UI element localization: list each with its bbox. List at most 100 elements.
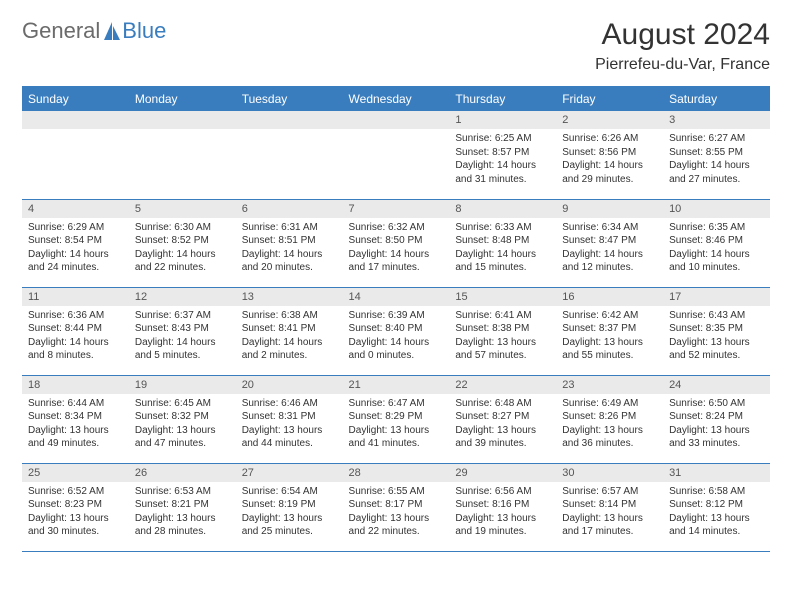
day-number: 10 <box>663 200 770 218</box>
calendar-header-row: SundayMondayTuesdayWednesdayThursdayFrid… <box>22 87 770 112</box>
weekday-header: Saturday <box>663 87 770 112</box>
weekday-header: Thursday <box>449 87 556 112</box>
day-number: 29 <box>449 464 556 482</box>
day-content <box>129 129 236 135</box>
day-number <box>236 111 343 129</box>
day-number: 24 <box>663 376 770 394</box>
calendar-day-cell: 30Sunrise: 6:57 AMSunset: 8:14 PMDayligh… <box>556 463 663 551</box>
day-content: Sunrise: 6:26 AMSunset: 8:56 PMDaylight:… <box>556 129 663 189</box>
day-content: Sunrise: 6:32 AMSunset: 8:50 PMDaylight:… <box>343 218 450 278</box>
calendar-week-row: 11Sunrise: 6:36 AMSunset: 8:44 PMDayligh… <box>22 287 770 375</box>
day-number <box>343 111 450 129</box>
calendar-day-cell: 12Sunrise: 6:37 AMSunset: 8:43 PMDayligh… <box>129 287 236 375</box>
calendar-day-cell: 9Sunrise: 6:34 AMSunset: 8:47 PMDaylight… <box>556 199 663 287</box>
day-content: Sunrise: 6:37 AMSunset: 8:43 PMDaylight:… <box>129 306 236 366</box>
day-number: 30 <box>556 464 663 482</box>
brand-text-blue: Blue <box>122 18 166 44</box>
calendar-day-cell <box>22 111 129 199</box>
day-content: Sunrise: 6:45 AMSunset: 8:32 PMDaylight:… <box>129 394 236 454</box>
calendar-day-cell: 23Sunrise: 6:49 AMSunset: 8:26 PMDayligh… <box>556 375 663 463</box>
day-number: 1 <box>449 111 556 129</box>
day-number: 15 <box>449 288 556 306</box>
calendar-table: SundayMondayTuesdayWednesdayThursdayFrid… <box>22 86 770 552</box>
weekday-header: Monday <box>129 87 236 112</box>
calendar-day-cell: 4Sunrise: 6:29 AMSunset: 8:54 PMDaylight… <box>22 199 129 287</box>
day-number: 6 <box>236 200 343 218</box>
calendar-day-cell: 22Sunrise: 6:48 AMSunset: 8:27 PMDayligh… <box>449 375 556 463</box>
calendar-day-cell: 7Sunrise: 6:32 AMSunset: 8:50 PMDaylight… <box>343 199 450 287</box>
calendar-week-row: 25Sunrise: 6:52 AMSunset: 8:23 PMDayligh… <box>22 463 770 551</box>
day-number: 8 <box>449 200 556 218</box>
day-content: Sunrise: 6:56 AMSunset: 8:16 PMDaylight:… <box>449 482 556 542</box>
page-header: General Blue August 2024 Pierrefeu-du-Va… <box>22 18 770 74</box>
weekday-header: Wednesday <box>343 87 450 112</box>
calendar-day-cell: 3Sunrise: 6:27 AMSunset: 8:55 PMDaylight… <box>663 111 770 199</box>
calendar-day-cell: 19Sunrise: 6:45 AMSunset: 8:32 PMDayligh… <box>129 375 236 463</box>
calendar-day-cell <box>129 111 236 199</box>
day-number: 20 <box>236 376 343 394</box>
day-content: Sunrise: 6:47 AMSunset: 8:29 PMDaylight:… <box>343 394 450 454</box>
day-content: Sunrise: 6:33 AMSunset: 8:48 PMDaylight:… <box>449 218 556 278</box>
title-block: August 2024 Pierrefeu-du-Var, France <box>595 18 770 74</box>
calendar-day-cell: 8Sunrise: 6:33 AMSunset: 8:48 PMDaylight… <box>449 199 556 287</box>
day-content: Sunrise: 6:36 AMSunset: 8:44 PMDaylight:… <box>22 306 129 366</box>
day-number: 21 <box>343 376 450 394</box>
day-content: Sunrise: 6:34 AMSunset: 8:47 PMDaylight:… <box>556 218 663 278</box>
calendar-day-cell: 26Sunrise: 6:53 AMSunset: 8:21 PMDayligh… <box>129 463 236 551</box>
day-number <box>129 111 236 129</box>
day-number: 22 <box>449 376 556 394</box>
calendar-day-cell: 11Sunrise: 6:36 AMSunset: 8:44 PMDayligh… <box>22 287 129 375</box>
day-number: 25 <box>22 464 129 482</box>
calendar-week-row: 1Sunrise: 6:25 AMSunset: 8:57 PMDaylight… <box>22 111 770 199</box>
day-number: 4 <box>22 200 129 218</box>
day-content: Sunrise: 6:43 AMSunset: 8:35 PMDaylight:… <box>663 306 770 366</box>
day-number: 14 <box>343 288 450 306</box>
day-number: 19 <box>129 376 236 394</box>
brand-logo: General Blue <box>22 18 166 44</box>
calendar-day-cell: 31Sunrise: 6:58 AMSunset: 8:12 PMDayligh… <box>663 463 770 551</box>
day-content <box>343 129 450 135</box>
day-number: 3 <box>663 111 770 129</box>
calendar-day-cell: 25Sunrise: 6:52 AMSunset: 8:23 PMDayligh… <box>22 463 129 551</box>
day-number: 28 <box>343 464 450 482</box>
day-content: Sunrise: 6:38 AMSunset: 8:41 PMDaylight:… <box>236 306 343 366</box>
day-content: Sunrise: 6:55 AMSunset: 8:17 PMDaylight:… <box>343 482 450 542</box>
day-number: 9 <box>556 200 663 218</box>
day-number: 11 <box>22 288 129 306</box>
day-number: 27 <box>236 464 343 482</box>
day-content: Sunrise: 6:50 AMSunset: 8:24 PMDaylight:… <box>663 394 770 454</box>
day-content: Sunrise: 6:31 AMSunset: 8:51 PMDaylight:… <box>236 218 343 278</box>
day-content: Sunrise: 6:49 AMSunset: 8:26 PMDaylight:… <box>556 394 663 454</box>
day-number: 23 <box>556 376 663 394</box>
day-number: 2 <box>556 111 663 129</box>
calendar-day-cell: 1Sunrise: 6:25 AMSunset: 8:57 PMDaylight… <box>449 111 556 199</box>
weekday-header: Friday <box>556 87 663 112</box>
calendar-day-cell: 2Sunrise: 6:26 AMSunset: 8:56 PMDaylight… <box>556 111 663 199</box>
day-number: 17 <box>663 288 770 306</box>
calendar-day-cell: 18Sunrise: 6:44 AMSunset: 8:34 PMDayligh… <box>22 375 129 463</box>
calendar-day-cell: 13Sunrise: 6:38 AMSunset: 8:41 PMDayligh… <box>236 287 343 375</box>
calendar-day-cell: 14Sunrise: 6:39 AMSunset: 8:40 PMDayligh… <box>343 287 450 375</box>
calendar-day-cell: 29Sunrise: 6:56 AMSunset: 8:16 PMDayligh… <box>449 463 556 551</box>
day-number: 18 <box>22 376 129 394</box>
calendar-day-cell: 6Sunrise: 6:31 AMSunset: 8:51 PMDaylight… <box>236 199 343 287</box>
day-content: Sunrise: 6:29 AMSunset: 8:54 PMDaylight:… <box>22 218 129 278</box>
day-content: Sunrise: 6:27 AMSunset: 8:55 PMDaylight:… <box>663 129 770 189</box>
day-content: Sunrise: 6:53 AMSunset: 8:21 PMDaylight:… <box>129 482 236 542</box>
brand-sail-icon <box>102 20 122 42</box>
day-number: 26 <box>129 464 236 482</box>
day-content: Sunrise: 6:41 AMSunset: 8:38 PMDaylight:… <box>449 306 556 366</box>
month-title: August 2024 <box>595 18 770 52</box>
calendar-body: 1Sunrise: 6:25 AMSunset: 8:57 PMDaylight… <box>22 111 770 551</box>
weekday-header: Tuesday <box>236 87 343 112</box>
day-content: Sunrise: 6:44 AMSunset: 8:34 PMDaylight:… <box>22 394 129 454</box>
weekday-header: Sunday <box>22 87 129 112</box>
day-number: 31 <box>663 464 770 482</box>
day-number <box>22 111 129 129</box>
day-content: Sunrise: 6:52 AMSunset: 8:23 PMDaylight:… <box>22 482 129 542</box>
day-content: Sunrise: 6:25 AMSunset: 8:57 PMDaylight:… <box>449 129 556 189</box>
calendar-day-cell: 28Sunrise: 6:55 AMSunset: 8:17 PMDayligh… <box>343 463 450 551</box>
brand-text-general: General <box>22 18 100 44</box>
day-content: Sunrise: 6:42 AMSunset: 8:37 PMDaylight:… <box>556 306 663 366</box>
day-content: Sunrise: 6:54 AMSunset: 8:19 PMDaylight:… <box>236 482 343 542</box>
